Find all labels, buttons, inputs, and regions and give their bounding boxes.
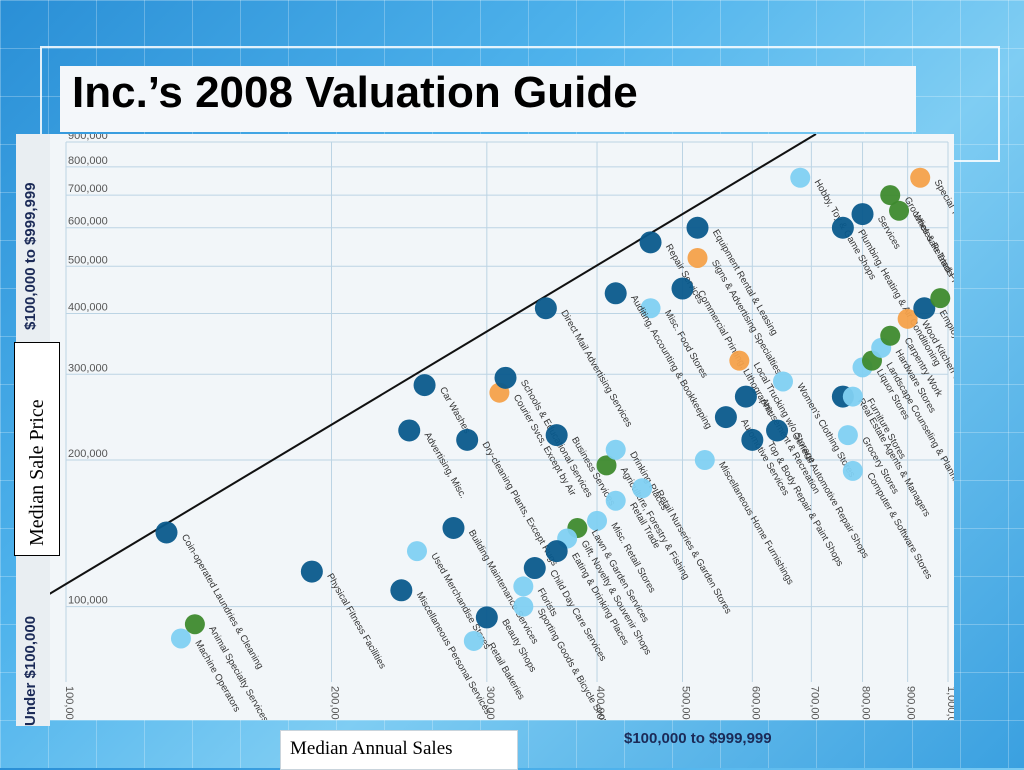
industry-dot <box>390 579 413 602</box>
industry-dot <box>442 517 465 540</box>
industry-dot <box>741 428 764 451</box>
industry-dot <box>494 366 517 389</box>
industry-label: Physical Fitness Facilities <box>324 572 388 671</box>
industry-dot <box>413 374 436 397</box>
x-tick-label: 600,000 <box>749 686 761 720</box>
industry-dot <box>513 576 534 597</box>
industry-dot <box>889 200 910 221</box>
x-tick-label: 100,000 <box>63 686 75 720</box>
y-tick-label: 300,000 <box>68 362 108 374</box>
industry-dot <box>831 216 854 239</box>
industry-dot <box>790 167 811 188</box>
y-tick-label: 800,000 <box>68 155 108 167</box>
industry-dot <box>545 424 568 447</box>
scatter-plot: 100,000 200,000 300,000 400,000 500,000 600,0… <box>45 130 1001 735</box>
industry-dot <box>475 606 498 629</box>
industry-dot <box>734 385 757 408</box>
industry-dot <box>729 350 750 371</box>
x-tick-label: 500,000 <box>679 686 691 720</box>
reference-line <box>45 133 817 597</box>
industry-dot <box>523 557 546 580</box>
industry-dot <box>632 478 653 499</box>
industry-dot <box>398 419 421 442</box>
industry-dot <box>671 277 694 300</box>
industry-dot <box>714 406 737 429</box>
y-tick-label: 900,000 <box>68 134 108 142</box>
industry-dot <box>534 297 557 320</box>
industry-dot <box>837 425 858 446</box>
industry-dot <box>587 510 608 531</box>
industry-dot <box>605 439 626 460</box>
industry-dot <box>930 288 951 309</box>
y-tick-label: 200,000 <box>68 448 108 460</box>
chart-area: 100,000 200,000 300,000 400,000 500,000 600,0… <box>16 130 1001 735</box>
x-tick-label: 800,000 <box>860 686 872 720</box>
y-axis-label: Median Sale Price <box>26 399 48 546</box>
industry-dot <box>300 560 323 583</box>
y-tick-label: 500,000 <box>68 254 108 266</box>
industry-dot <box>910 167 931 188</box>
y-tick-label: 100,000 <box>68 595 108 607</box>
industry-dot <box>639 231 662 254</box>
y-band-top-label: $100,000 to $999,999 <box>22 182 39 330</box>
industry-dot <box>596 455 617 476</box>
industry-dot <box>456 428 479 451</box>
x-tick-label: 900,000 <box>905 686 917 720</box>
x-tick-label: 400,000 <box>594 686 606 720</box>
xlabel-box <box>280 730 518 770</box>
industry-dot <box>155 521 178 544</box>
industry-dot <box>184 614 205 635</box>
industry-dot <box>880 185 901 206</box>
industry-dot <box>913 297 936 320</box>
x-band-label: $100,000 to $999,999 <box>624 730 772 747</box>
industry-dot <box>170 628 191 649</box>
y-tick-label: 700,000 <box>68 183 108 195</box>
x-tick-label: 300,000 <box>484 686 496 720</box>
x-tick-label: 1,000,000 <box>945 686 954 720</box>
industry-dot <box>640 298 661 319</box>
industry-dot <box>605 490 626 511</box>
y-tick-label: 600,000 <box>68 216 108 228</box>
industry-dot <box>772 371 793 392</box>
industry-dot <box>686 216 709 239</box>
industry-label: Car Washes <box>437 385 473 436</box>
industry-dot <box>694 450 715 471</box>
industry-dot <box>842 460 863 481</box>
industry-dot <box>842 386 863 407</box>
industry-dot <box>897 308 918 329</box>
ylabel-box <box>14 342 60 556</box>
industry-dot <box>513 596 534 617</box>
x-tick-label: 700,000 <box>808 686 820 720</box>
industry-dot <box>766 419 789 442</box>
industry-dot <box>880 325 901 346</box>
industry-dot <box>406 541 427 562</box>
industry-dot <box>687 247 708 268</box>
slide-title: Inc.’s 2008 Valuation Guide <box>72 68 638 117</box>
y-band-bottom-label: Under $100,000 <box>22 615 39 726</box>
industry-dot <box>604 282 627 305</box>
x-tick-label: 200,000 <box>329 686 341 720</box>
industry-dot <box>545 540 568 563</box>
industry-dot <box>851 203 874 226</box>
x-axis-label: Median Annual Sales <box>290 738 453 759</box>
industry-dot <box>463 630 484 651</box>
industry-label: Direct Mail Advertising Services <box>558 308 634 429</box>
y-tick-label: 400,000 <box>68 301 108 313</box>
title-box <box>60 66 916 132</box>
